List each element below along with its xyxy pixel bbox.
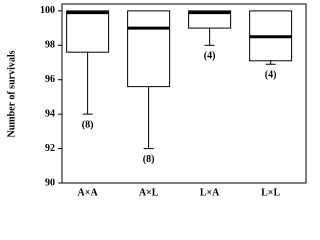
y-tick-label: 96 — [45, 74, 55, 85]
y-axis-label: Number of survivals — [6, 50, 17, 137]
y-tick-label: 90 — [45, 177, 55, 188]
n-label: (4) — [204, 51, 216, 62]
plot-frame — [61, 3, 307, 184]
n-label: (8) — [82, 119, 94, 130]
y-tick-label: 92 — [45, 143, 55, 154]
y-tick-label: 100 — [40, 5, 55, 16]
x-tick-label: L×L — [261, 187, 280, 198]
box — [66, 10, 110, 53]
chart: Number of survivals 90 92 94 96 98 100 A×A (8) A… — [6, 3, 307, 198]
page: {"chart_data": {"type": "box", "y_label"… — [6, 3, 307, 199]
box — [127, 10, 171, 88]
x-tick-label: A×A — [78, 187, 99, 198]
x-tick-label: A×L — [139, 187, 159, 198]
box — [188, 10, 232, 29]
x-tick-label: L×A — [200, 187, 220, 198]
y-tick-label: 94 — [45, 108, 55, 119]
n-label: (4) — [265, 70, 277, 81]
n-label: (8) — [143, 154, 155, 165]
y-tick-label: 98 — [45, 40, 55, 51]
